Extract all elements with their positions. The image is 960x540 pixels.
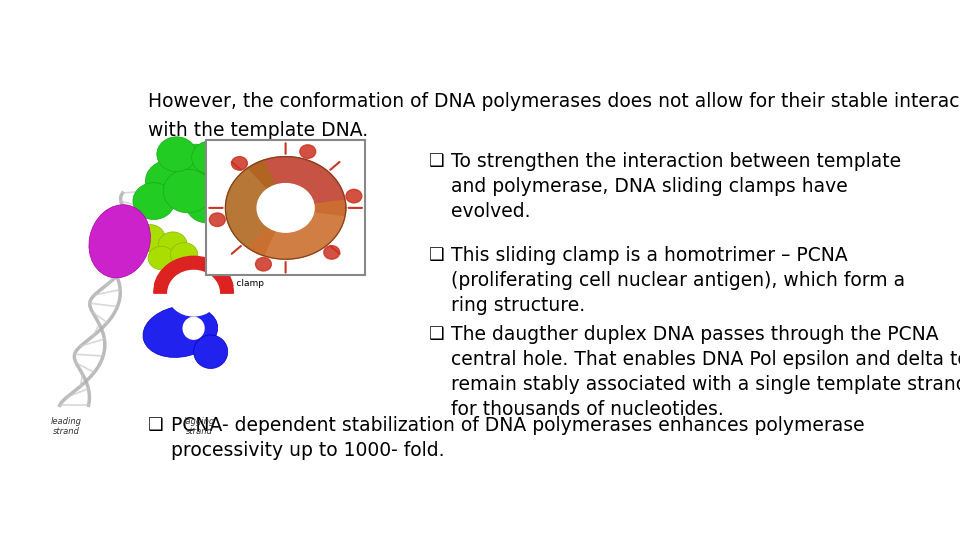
Text: with the template DNA.: with the template DNA.	[148, 121, 369, 140]
Polygon shape	[248, 200, 346, 259]
Ellipse shape	[89, 205, 151, 278]
Wedge shape	[154, 258, 233, 293]
Circle shape	[146, 160, 192, 202]
Text: ring structure.: ring structure.	[451, 295, 586, 315]
Circle shape	[209, 213, 226, 226]
Text: leading
strand: leading strand	[51, 417, 82, 436]
Text: ❑: ❑	[148, 416, 164, 434]
Text: This sliding clamp is a homotrimer – PCNA: This sliding clamp is a homotrimer – PCN…	[451, 246, 848, 265]
Text: PCNA- dependent stabilization of DNA polymerases enhances polymerase: PCNA- dependent stabilization of DNA pol…	[171, 416, 864, 435]
Text: ❑: ❑	[429, 152, 444, 170]
Ellipse shape	[194, 335, 228, 368]
Circle shape	[158, 232, 187, 258]
Text: processivity up to 1000- fold.: processivity up to 1000- fold.	[171, 441, 444, 460]
Circle shape	[156, 137, 196, 172]
Circle shape	[163, 169, 212, 213]
Wedge shape	[155, 256, 233, 292]
Text: evolved.: evolved.	[451, 202, 531, 221]
Text: PCNA clamp: PCNA clamp	[208, 279, 264, 288]
Text: central hole. That enables DNA Pol epsilon and delta to: central hole. That enables DNA Pol epsil…	[451, 349, 960, 369]
Text: To strengthen the interaction between template: To strengthen the interaction between te…	[451, 152, 901, 171]
Circle shape	[148, 246, 175, 270]
Text: The daugther duplex DNA passes through the PCNA: The daugther duplex DNA passes through t…	[451, 325, 939, 343]
Circle shape	[257, 184, 314, 232]
Circle shape	[169, 144, 222, 191]
Circle shape	[231, 157, 248, 170]
Circle shape	[171, 272, 216, 312]
Circle shape	[134, 225, 165, 251]
Text: ❑: ❑	[429, 325, 444, 343]
Text: for thousands of nucleotides.: for thousands of nucleotides.	[451, 400, 724, 419]
Circle shape	[197, 167, 244, 208]
Text: and polymerase, DNA sliding clamps have: and polymerase, DNA sliding clamps have	[451, 177, 848, 196]
Circle shape	[300, 145, 316, 158]
Circle shape	[132, 183, 175, 219]
Text: However, the conformation of DNA polymerases does not allow for their stable int: However, the conformation of DNA polymer…	[148, 92, 960, 111]
Circle shape	[171, 242, 198, 267]
Circle shape	[192, 141, 229, 174]
Text: ❑: ❑	[429, 246, 444, 264]
Text: lagging
strand: lagging strand	[183, 417, 215, 436]
Ellipse shape	[143, 306, 218, 357]
Circle shape	[255, 258, 272, 271]
Circle shape	[168, 271, 220, 316]
Polygon shape	[248, 157, 346, 215]
Text: (proliferating cell nuclear antigen), which form a: (proliferating cell nuclear antigen), wh…	[451, 271, 905, 289]
Circle shape	[186, 186, 228, 223]
Polygon shape	[226, 160, 276, 255]
Ellipse shape	[183, 318, 204, 339]
Circle shape	[324, 246, 340, 259]
Circle shape	[346, 190, 362, 203]
Text: remain stably associated with a single template strand: remain stably associated with a single t…	[451, 375, 960, 394]
